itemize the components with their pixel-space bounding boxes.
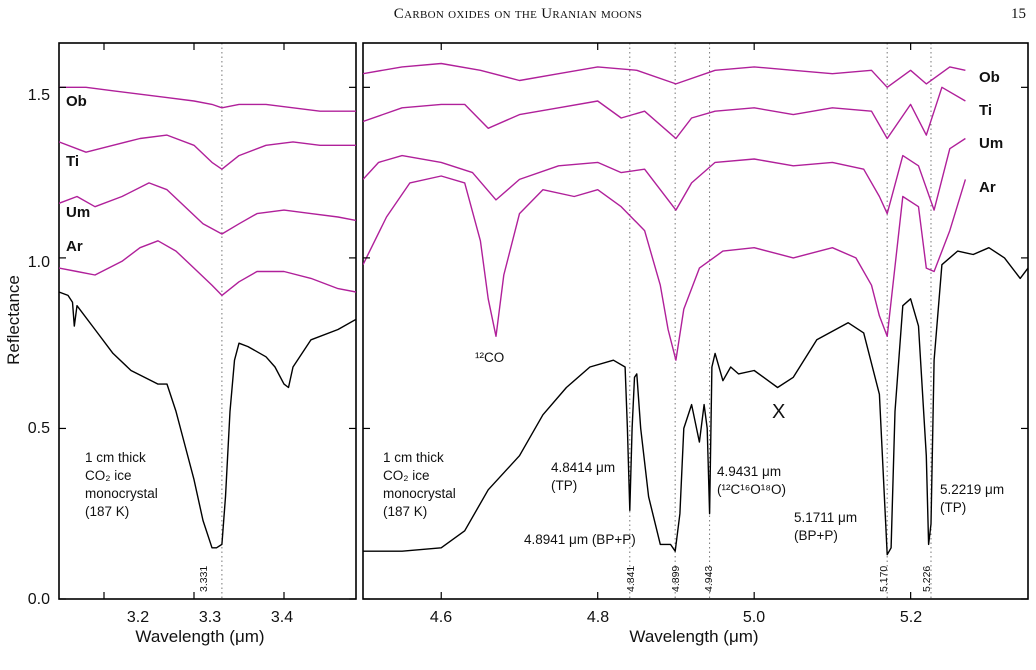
note-line: (187 K) [85,504,129,519]
running-title: Carbon oxides on the Uranian moons [393,6,643,22]
moon-spectrum-um [59,182,356,235]
y-tick-label: 0.0 [28,591,50,608]
moon-label-ar: Ar [979,179,996,196]
y-axis-label: Reflectance [4,275,23,365]
x-tick-label: 3.2 [127,609,149,626]
left-plot-frame [58,42,357,600]
lab-spectrum-line [59,291,356,549]
isotope-band-label: 4.9431 μm (¹²C¹⁶O¹⁸O) [717,464,786,497]
x-tick-label: 3.3 [199,609,221,626]
moon-spectrum-ti [363,86,966,140]
moon-spectrum-ar [59,240,356,297]
moon-label-ob: Ob [66,93,87,110]
x-tick-label: 3.4 [271,609,293,626]
note-line: 1 cm thick [85,450,146,465]
tp-band-label: 4.8414 μm (TP) [551,460,619,493]
moon-label-ti: Ti [979,102,992,119]
moon-spectrum-ob [363,62,966,89]
note-line: 4.8414 μm [551,460,615,475]
x-tick-label: 5.2 [900,609,922,626]
note-line: (BP+P) [794,528,838,543]
x-tick-label: 5.0 [743,609,765,626]
x-axis-label: Wavelength (μm) [629,627,758,646]
guide-line-label: 3.331 [198,566,210,592]
note-line: CO₂ ice [85,468,132,483]
note-line: CO₂ ice [383,468,430,483]
moon-spectrum-ti [59,134,356,170]
note-line: 5.1711 μm [794,510,857,525]
tp-band-label: 5.2219 μm (TP) [940,482,1008,515]
lab-spectrum-line [363,246,1028,556]
note-line: 5.2219 μm [940,482,1004,497]
right-plot-frame [362,42,1029,600]
x-tick-label: 4.8 [587,609,609,626]
note-line: (TP) [940,500,966,515]
guide-line-label: 5.226 [921,566,933,592]
note-line: (187 K) [383,504,427,519]
note-line: (TP) [551,478,577,493]
y-tick-label: 1.5 [28,87,50,104]
lab-sample-note: 1 cm thick CO₂ ice monocrystal (187 K) [85,450,162,519]
unidentified-feature-label: X [772,401,785,423]
note-line: 1 cm thick [383,450,444,465]
co-band-label: ¹²CO [475,350,504,365]
moon-label-ob: Ob [979,69,1000,86]
moon-spectrum-um [363,137,966,215]
moon-label-ti: Ti [66,153,79,170]
guide-line-label: 4.841 [625,566,637,592]
moon-spectrum-ar [363,175,967,361]
page-header: Carbon oxides on the Uranian moons 15 [0,4,1036,26]
moon-label-um: Um [66,204,90,221]
guide-line-label: 5.170 [878,566,890,592]
bp-band-label: 4.8941 μm (BP+P) [524,532,636,547]
bp-band-label: 5.1711 μm (BP+P) [794,510,861,543]
note-line: monocrystal [85,486,158,501]
x-axis-label: Wavelength (μm) [135,627,264,646]
y-tick-label: 0.5 [28,420,50,437]
moon-label-um: Um [979,135,1003,152]
y-tick-label: 1.0 [28,254,50,271]
lab-sample-note: 1 cm thick CO₂ ice monocrystal (187 K) [383,450,460,519]
x-tick-label: 4.6 [430,609,452,626]
note-line: 4.9431 μm [717,464,781,479]
guide-line-label: 4.943 [703,566,715,592]
note-line: monocrystal [383,486,456,501]
note-line: (¹²C¹⁶O¹⁸O) [717,482,786,497]
moon-spectrum-ob [59,86,356,112]
moon-label-ar: Ar [66,238,83,255]
guide-line-label: 4.899 [670,566,682,592]
page-number: 15 [1011,6,1026,22]
